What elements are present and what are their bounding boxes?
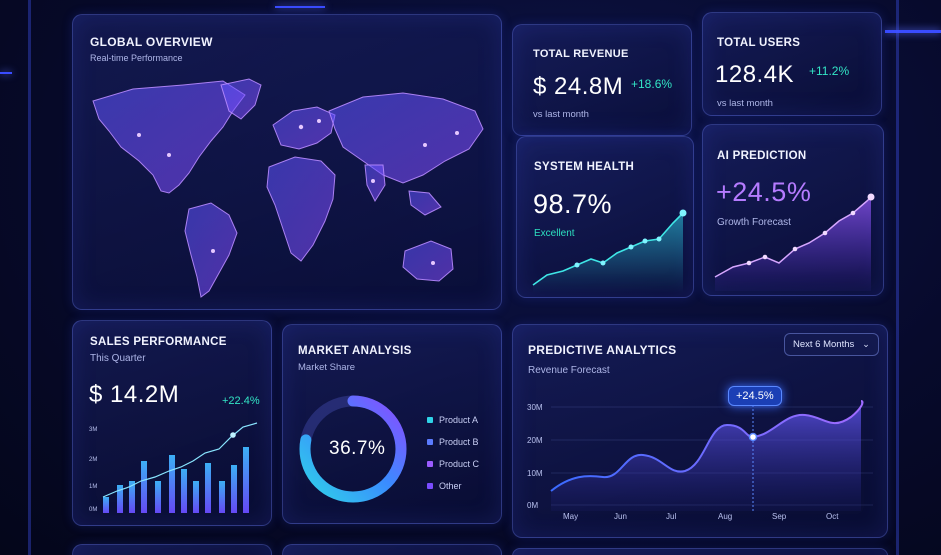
map-hotspot	[423, 143, 427, 147]
map-hotspot	[167, 153, 171, 157]
total-revenue-title: TOTAL REVENUE	[533, 48, 629, 60]
legend-label: Product A	[439, 415, 479, 425]
continent-asia	[328, 92, 484, 184]
frame-right-edge	[896, 0, 899, 555]
map-hotspot	[317, 119, 321, 123]
global-overview-title: GLOBAL OVERVIEW	[90, 35, 213, 49]
total-users-delta: +11.2%	[809, 64, 850, 78]
continent-south-america	[184, 202, 238, 298]
forecast-y-tick: 30M	[527, 403, 543, 412]
continent-north-america	[92, 80, 246, 194]
sales-y-tick: 3M	[89, 427, 97, 433]
legend-item-product-a: Product A	[427, 415, 478, 425]
market-analysis-title: MARKET ANALYSIS	[298, 345, 412, 357]
range-select-dropdown[interactable]: Next 6 Months ⌄	[784, 333, 879, 356]
map-hotspot	[137, 133, 141, 137]
range-select-value: Next 6 Months	[793, 339, 855, 350]
continent-australia	[402, 240, 454, 282]
sales-performance-delta: +22.4%	[222, 395, 260, 407]
forecast-x-tick: Jun	[614, 512, 627, 521]
market-analysis-card: MARKET ANALYSIS Market Share 36.7% Produ…	[282, 324, 502, 524]
partial-card-bottom-middle	[282, 544, 502, 555]
system-health-value: 98.7%	[533, 189, 613, 219]
continent-africa	[266, 156, 336, 262]
map-hotspot	[211, 249, 215, 253]
legend-item-product-b: Product B	[427, 437, 479, 447]
map-hotspot	[371, 179, 375, 183]
ai-prediction-label: Growth Forecast	[717, 217, 791, 228]
frame-left-edge	[28, 0, 31, 555]
sales-y-tick: 0M	[89, 507, 97, 513]
map-hotspot	[455, 131, 459, 135]
sales-performance-card: SALES PERFORMANCE This Quarter $ 14.2M +…	[72, 320, 272, 526]
sales-bar-chart: 3M 2M 1M 0M	[89, 422, 258, 513]
legend-item-other: Other	[427, 481, 462, 491]
total-revenue-card: TOTAL REVENUE $ 24.8M +18.6% vs last mon…	[512, 24, 692, 136]
total-revenue-note: vs last month	[533, 109, 589, 120]
forecast-x-tick: Sep	[772, 512, 787, 521]
ai-prediction-title: AI PREDICTION	[717, 150, 807, 162]
sales-performance-subtitle: This Quarter	[90, 353, 146, 364]
frame-top-accent	[275, 6, 325, 8]
system-health-status: Excellent	[534, 228, 575, 239]
legend-swatch	[427, 483, 433, 489]
forecast-x-tick: Jul	[666, 512, 676, 521]
predictive-analytics-title: PREDICTIVE ANALYTICS	[528, 343, 677, 357]
revenue-forecast-chart[interactable]: 30M 20M 10M 0M May Jun Jul Aug Sep Oct	[513, 325, 888, 538]
forecast-x-tick: May	[563, 512, 578, 521]
predictive-analytics-subtitle: Revenue Forecast	[528, 365, 610, 376]
frame-left-accent	[0, 72, 12, 74]
total-users-card: TOTAL USERS 128.4K +11.2% vs last month	[702, 12, 882, 116]
market-donut-chart[interactable]	[283, 325, 502, 524]
sales-performance-value: $ 14.2M	[89, 381, 180, 408]
total-users-note: vs last month	[717, 98, 773, 109]
global-overview-card: GLOBAL OVERVIEW Real-time Performance	[72, 14, 502, 310]
system-health-title: SYSTEM HEALTH	[534, 161, 635, 173]
legend-label: Product C	[439, 459, 480, 469]
total-users-value: 128.4K	[715, 61, 795, 88]
forecast-x-tick: Oct	[826, 512, 839, 521]
legend-label: Product B	[439, 437, 479, 447]
forecast-tooltip: +24.5%	[728, 386, 782, 406]
forecast-y-tick: 20M	[527, 436, 543, 445]
forecast-y-tick: 10M	[527, 469, 543, 478]
ai-prediction-sparkline	[714, 193, 875, 291]
total-users-title: TOTAL USERS	[717, 37, 801, 49]
forecast-y-tick: 0M	[527, 501, 538, 510]
legend-swatch	[427, 439, 433, 445]
system-health-card: SYSTEM HEALTH 98.7% Excellent	[516, 136, 694, 298]
legend-swatch	[427, 461, 433, 467]
chevron-down-icon: ⌄	[862, 339, 870, 349]
sales-y-tick: 2M	[89, 457, 97, 463]
market-analysis-subtitle: Market Share	[298, 362, 356, 373]
predictive-analytics-card: PREDICTIVE ANALYTICS Revenue Forecast Ne…	[512, 324, 888, 538]
partial-card-bottom-left	[72, 544, 272, 555]
global-overview-subtitle: Real-time Performance	[90, 53, 183, 63]
sales-y-tick: 1M	[89, 484, 97, 490]
map-hotspot	[298, 124, 304, 130]
total-revenue-delta: +18.6%	[631, 77, 673, 91]
ai-prediction-card: AI PREDICTION +24.5% Growth Forecast	[702, 124, 884, 296]
total-revenue-value: $ 24.8M	[533, 73, 624, 100]
world-map[interactable]	[73, 15, 502, 310]
system-health-sparkline	[532, 209, 687, 293]
sales-performance-title: SALES PERFORMANCE	[90, 336, 227, 348]
ai-prediction-value: +24.5%	[716, 177, 812, 207]
continent-southeast-asia	[408, 190, 442, 216]
legend-label: Other	[439, 481, 462, 491]
continent-india	[364, 164, 386, 203]
partial-card-bottom-right	[512, 548, 888, 555]
forecast-x-tick: Aug	[718, 512, 732, 521]
market-donut-center-value: 36.7%	[329, 438, 386, 459]
map-hotspot	[431, 261, 435, 265]
continent-europe	[272, 106, 336, 150]
legend-item-product-c: Product C	[427, 459, 479, 469]
continent-greenland	[220, 78, 262, 120]
frame-right-accent	[885, 30, 941, 33]
legend-swatch	[427, 417, 433, 423]
